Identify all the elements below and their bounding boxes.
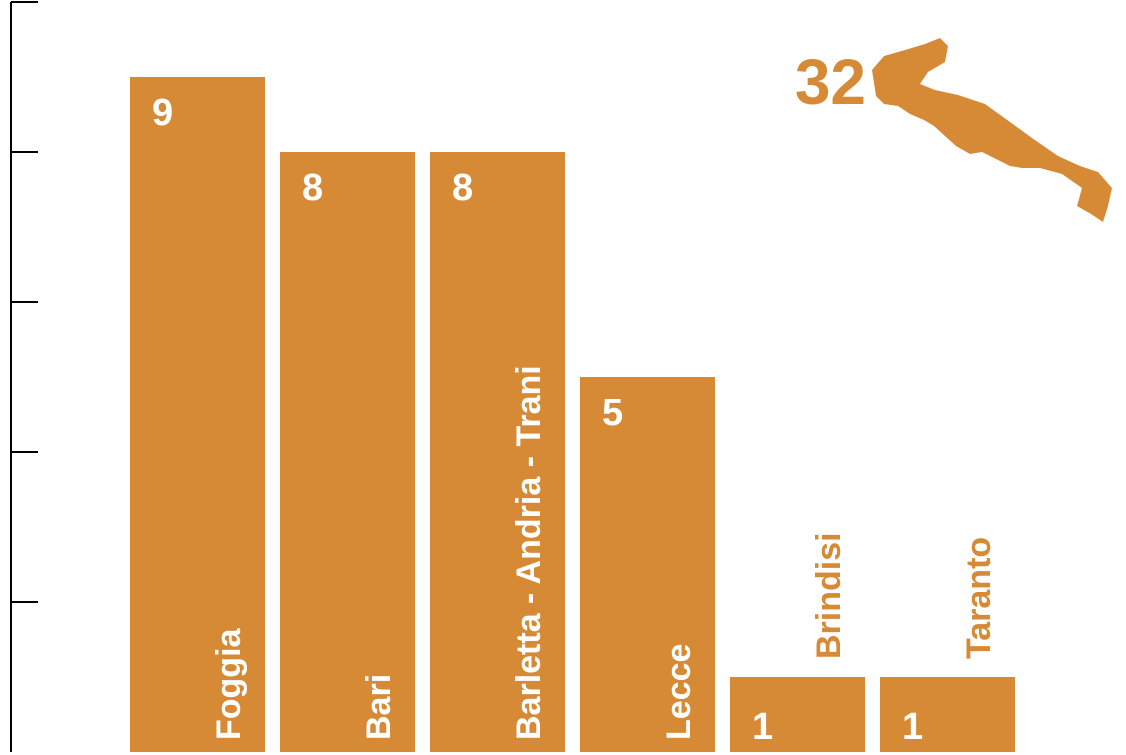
bar-value-label: 9 <box>152 92 173 134</box>
category-label: Foggia <box>210 627 248 740</box>
total-label: 32 <box>795 46 866 118</box>
bar <box>280 152 415 752</box>
bars: 9 Foggia 8 Bari 8 Barletta - Andria - Trani 5 L… <box>130 77 1015 752</box>
category-label: Brindisi <box>810 532 848 659</box>
bar <box>430 152 565 752</box>
bar <box>730 677 865 752</box>
bar <box>580 377 715 752</box>
bar <box>880 677 1015 752</box>
bar-value-label: 1 <box>902 706 923 748</box>
category-label: Lecce <box>660 644 698 740</box>
bar-value-label: 1 <box>752 706 773 748</box>
category-label: Bari <box>360 674 398 740</box>
bar <box>130 77 265 752</box>
puglia-map-icon <box>872 38 1112 222</box>
bar-value-label: 5 <box>602 392 623 434</box>
category-label: Barletta - Andria - Trani <box>510 365 548 740</box>
y-axis <box>10 1 38 752</box>
bar-value-label: 8 <box>302 167 323 209</box>
category-label: Taranto <box>960 537 998 659</box>
bar-value-label: 8 <box>452 167 473 209</box>
